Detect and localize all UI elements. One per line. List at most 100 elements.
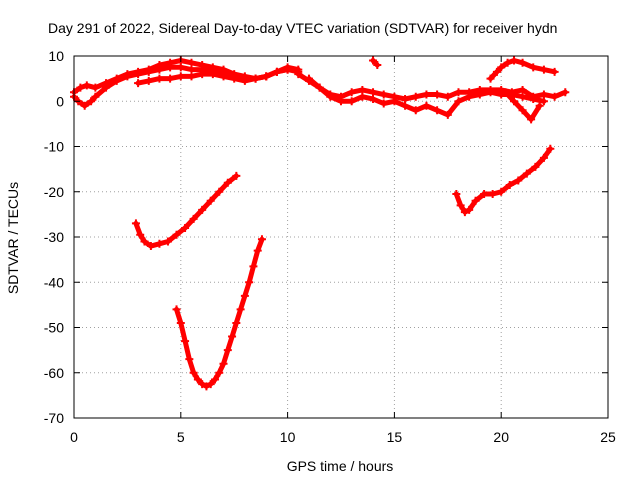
y-tick-label: -40 xyxy=(44,274,64,290)
data-point xyxy=(232,171,241,180)
y-tick-label: 10 xyxy=(48,48,64,64)
data-point xyxy=(166,74,175,83)
data-point xyxy=(131,219,140,228)
data-point xyxy=(245,278,254,287)
data-point xyxy=(326,92,335,101)
data-point xyxy=(347,88,356,97)
data-point xyxy=(358,92,367,101)
data-point xyxy=(454,88,463,97)
data-point xyxy=(210,375,219,384)
data-point xyxy=(215,187,224,196)
data-point xyxy=(155,65,164,74)
data-point xyxy=(176,318,185,327)
ticks: 0 5 10 15 20 25 -70 -60 -50 -40 -30 -20 -10 0 10 xyxy=(44,48,616,445)
data-point xyxy=(202,382,211,391)
x-tick-label: 0 xyxy=(70,429,78,445)
data-point xyxy=(456,201,465,210)
data-point xyxy=(262,72,271,81)
data-point xyxy=(181,223,190,232)
data-point xyxy=(232,318,241,327)
data-point xyxy=(390,97,399,106)
series-arc-upper xyxy=(131,171,241,251)
data-point xyxy=(539,65,548,74)
data-point xyxy=(529,63,538,72)
data-point xyxy=(460,208,469,217)
data-point xyxy=(505,180,514,189)
series-arc-lower xyxy=(172,235,266,391)
data-point xyxy=(136,230,145,239)
data-point xyxy=(369,94,378,103)
data-point xyxy=(561,88,570,97)
y-tick-label: -60 xyxy=(44,365,64,381)
data-point xyxy=(144,67,153,76)
grid xyxy=(74,56,608,418)
data-point xyxy=(422,101,431,110)
data-point xyxy=(518,58,527,67)
data-point xyxy=(454,97,463,106)
data-point xyxy=(488,190,497,199)
data-point xyxy=(181,337,190,346)
data-point xyxy=(531,162,540,171)
data-point xyxy=(369,56,378,65)
series-curve-right xyxy=(452,144,555,217)
data-point xyxy=(539,97,548,106)
y-axis-label: SDTVAR / TECUs xyxy=(5,182,21,294)
data-point xyxy=(76,83,85,92)
data-point xyxy=(112,76,121,85)
series-band-right-high xyxy=(486,56,559,83)
data-point xyxy=(272,67,281,76)
data-point xyxy=(163,237,172,246)
y-tick-label: -10 xyxy=(44,139,64,155)
data-point xyxy=(443,110,452,119)
y-tick-label: 0 xyxy=(56,93,64,109)
data-point xyxy=(230,74,239,83)
data-point xyxy=(497,63,506,72)
data-point xyxy=(123,72,132,81)
series-blip-14 xyxy=(369,56,382,70)
data-point xyxy=(546,144,555,153)
data-point xyxy=(337,97,345,106)
y-tick-label: -50 xyxy=(44,320,64,336)
data-point xyxy=(373,61,382,70)
data-point xyxy=(510,97,519,106)
data-point xyxy=(134,79,143,88)
data-point xyxy=(155,74,164,83)
data-point xyxy=(172,305,181,314)
data-point xyxy=(223,346,232,355)
data-point xyxy=(187,72,196,81)
data-point xyxy=(550,92,559,101)
data-point xyxy=(219,359,228,368)
data-point xyxy=(87,97,96,106)
series-dip-right xyxy=(501,88,544,124)
data-point xyxy=(172,230,181,239)
x-axis-label: GPS time / hours xyxy=(287,458,394,474)
data-point xyxy=(144,76,153,85)
data-point xyxy=(486,74,495,83)
data-point xyxy=(550,67,559,76)
data-point xyxy=(187,58,196,67)
data-point xyxy=(347,97,356,106)
data-point xyxy=(503,58,512,67)
data-point xyxy=(443,92,452,101)
data-point xyxy=(497,90,506,99)
y-tick-label: -20 xyxy=(44,184,64,200)
data-point xyxy=(539,153,548,162)
chart-title: Day 291 of 2022, Sidereal Day-to-day VTE… xyxy=(48,20,557,36)
data-point xyxy=(315,83,324,92)
data-point xyxy=(539,90,548,99)
x-tick-label: 25 xyxy=(600,429,616,445)
y-tick-label: -30 xyxy=(44,229,64,245)
data-point xyxy=(492,67,501,76)
data-point xyxy=(411,92,420,101)
data-point xyxy=(102,83,111,92)
data-point xyxy=(422,90,431,99)
data-point xyxy=(518,106,527,115)
data-point xyxy=(433,106,442,115)
data-point xyxy=(304,74,313,83)
data-point xyxy=(155,239,164,248)
series-band-lower-left xyxy=(134,65,303,88)
series-line xyxy=(135,67,301,86)
data-point xyxy=(215,368,224,377)
data-point xyxy=(518,85,527,94)
